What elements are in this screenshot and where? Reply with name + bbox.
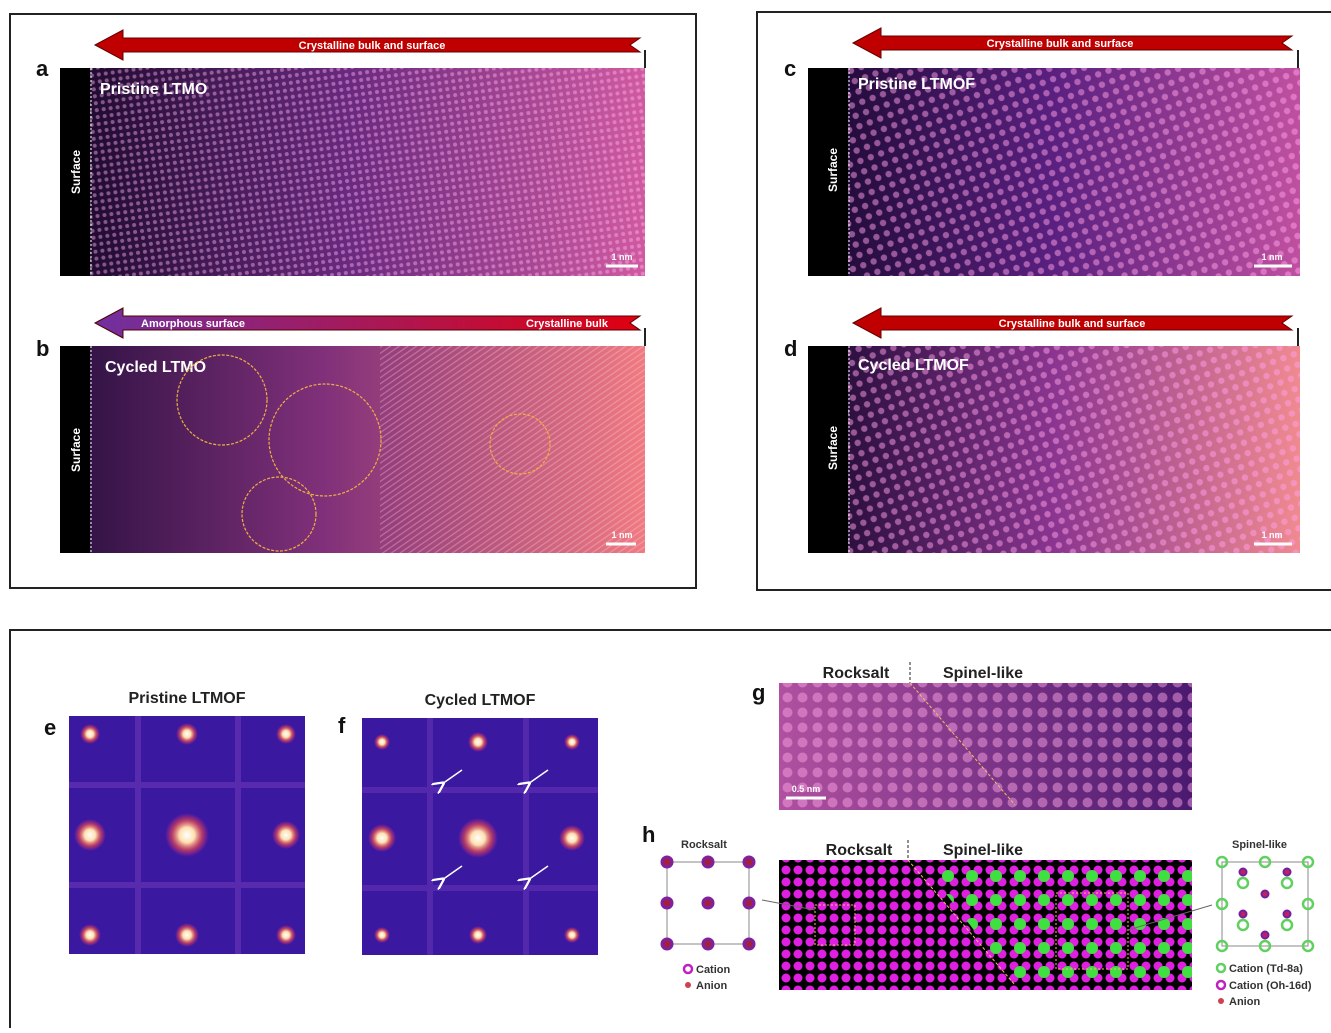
image-title: Pristine LTMOF bbox=[858, 76, 975, 93]
panel-e: Pristine LTMOF e bbox=[44, 690, 305, 954]
legend-swatch bbox=[1217, 964, 1225, 972]
panel-label: c bbox=[784, 56, 796, 81]
scale-label: 1 nm bbox=[611, 252, 632, 262]
panel-label: e bbox=[44, 715, 56, 740]
region-label: Spinel-like bbox=[943, 665, 1023, 682]
surface-label: Surface bbox=[69, 150, 83, 194]
surface-label: Surface bbox=[826, 426, 840, 470]
legend-swatch bbox=[684, 965, 692, 973]
inset-title: Rocksalt bbox=[681, 839, 727, 851]
panel-title: Pristine LTMOF bbox=[128, 690, 245, 707]
panel-label: h bbox=[642, 822, 655, 847]
lattice bbox=[380, 346, 645, 553]
legend-label: Anion bbox=[1229, 996, 1260, 1008]
panel-label: d bbox=[784, 336, 797, 361]
surface-label: Surface bbox=[69, 428, 83, 472]
legend-swatch bbox=[1217, 981, 1225, 989]
region-label: Spinel-like bbox=[943, 842, 1023, 859]
legend-label: Anion bbox=[696, 980, 727, 992]
panel-h: h Rocksalt Spinel-like Rocksalt Cation A… bbox=[642, 822, 1313, 1008]
legend-label: Cation (Td-8a) bbox=[1229, 963, 1303, 975]
panel-label: g bbox=[752, 680, 765, 705]
legend-swatch bbox=[1218, 998, 1224, 1004]
figure: a Crystalline bulk and surface Surface P… bbox=[0, 0, 1331, 1028]
panel-b: b Amorphous surface Crystalline bulk Sur… bbox=[36, 308, 645, 553]
lattice bbox=[90, 68, 645, 276]
panel-f: Cycled LTMOF f bbox=[338, 692, 598, 955]
surface-label: Surface bbox=[826, 148, 840, 192]
lattice bbox=[848, 346, 1300, 553]
region-label: Rocksalt bbox=[823, 665, 890, 682]
lattice bbox=[848, 68, 1300, 276]
lattice bbox=[779, 683, 1192, 810]
atoms bbox=[662, 857, 754, 949]
arrow-label: Crystalline bulk and surface bbox=[299, 40, 446, 52]
arrow-label: Crystalline bulk bbox=[526, 318, 609, 330]
rocksalt-cell bbox=[662, 857, 754, 949]
panel-title: Cycled LTMOF bbox=[425, 692, 536, 709]
image-title: Cycled LTMOF bbox=[858, 357, 969, 374]
region-label: Rocksalt bbox=[826, 842, 893, 859]
arrow-label: Crystalline bulk and surface bbox=[999, 318, 1146, 330]
arrow-label: Crystalline bulk and surface bbox=[987, 38, 1134, 50]
scale-label: 1 nm bbox=[1261, 530, 1282, 540]
scale-label: 0.5 nm bbox=[792, 784, 821, 794]
panel-label: f bbox=[338, 713, 346, 738]
scale-label: 1 nm bbox=[1261, 252, 1282, 262]
panel-c: c Crystalline bulk and surface Surface P… bbox=[784, 28, 1300, 276]
panel-g: g Rocksalt Spinel-like 0.5 nm bbox=[752, 662, 1192, 810]
panel-d: d Crystalline bulk and surface Surface C… bbox=[784, 308, 1300, 553]
legend-label: Cation bbox=[696, 964, 731, 976]
panel-label: b bbox=[36, 336, 49, 361]
scale-label: 1 nm bbox=[611, 530, 632, 540]
inset-title: Spinel-like bbox=[1232, 839, 1287, 851]
image-title: Pristine LTMO bbox=[100, 81, 207, 98]
panel-label: a bbox=[36, 56, 49, 81]
panel-a: a Crystalline bulk and surface Surface P… bbox=[36, 30, 645, 276]
spinel-cell bbox=[1217, 857, 1313, 951]
legend-swatch bbox=[685, 982, 691, 988]
legend-label: Cation (Oh-16d) bbox=[1229, 980, 1312, 992]
arrow-label: Amorphous surface bbox=[141, 318, 245, 330]
